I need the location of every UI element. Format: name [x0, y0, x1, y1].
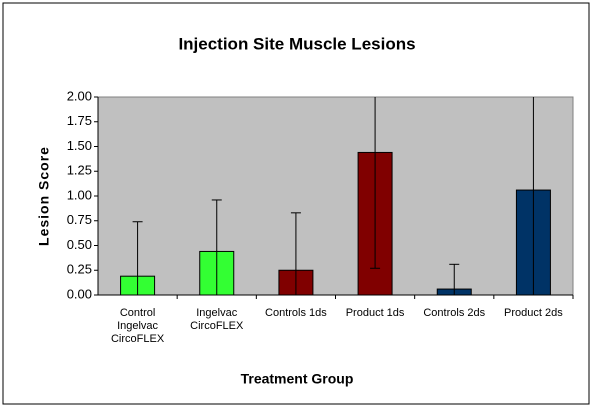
y-tick-label: 1.25: [67, 163, 92, 178]
y-tick-label: 1.50: [67, 138, 92, 153]
x-axis-label: Treatment Group: [241, 371, 354, 387]
chart-title: Injection Site Muscle Lesions: [178, 34, 415, 53]
x-tick-label: Product 1ds: [345, 307, 405, 319]
y-tick-label: 0.00: [67, 286, 92, 301]
y-tick-label: 1.00: [67, 187, 92, 202]
error-bar: [290, 212, 301, 295]
x-tick-label: Ingelvac CircoFLEX: [190, 307, 244, 332]
error-bar: [211, 199, 222, 295]
y-axis-label: Lesion Score: [36, 146, 52, 246]
y-tick-label: 1.75: [67, 113, 92, 128]
x-tick-label: Control Ingelvac CircoFLEX: [110, 307, 165, 345]
y-tick-label: 2.00: [67, 88, 92, 103]
y-tick-label: 0.75: [67, 212, 92, 227]
x-tick-label: Product 2ds: [504, 307, 563, 319]
y-tick-label: 0.25: [67, 262, 92, 277]
x-tick-label: Controls 1ds: [265, 307, 327, 319]
y-tick-label: 0.50: [67, 237, 92, 252]
error-bar: [370, 97, 381, 269]
error-bar: [449, 263, 460, 295]
error-bars: [132, 97, 539, 295]
error-bar: [528, 97, 539, 295]
error-bar: [132, 221, 143, 295]
plot-area: [97, 96, 574, 296]
x-tick-label: Controls 2ds: [423, 307, 486, 319]
